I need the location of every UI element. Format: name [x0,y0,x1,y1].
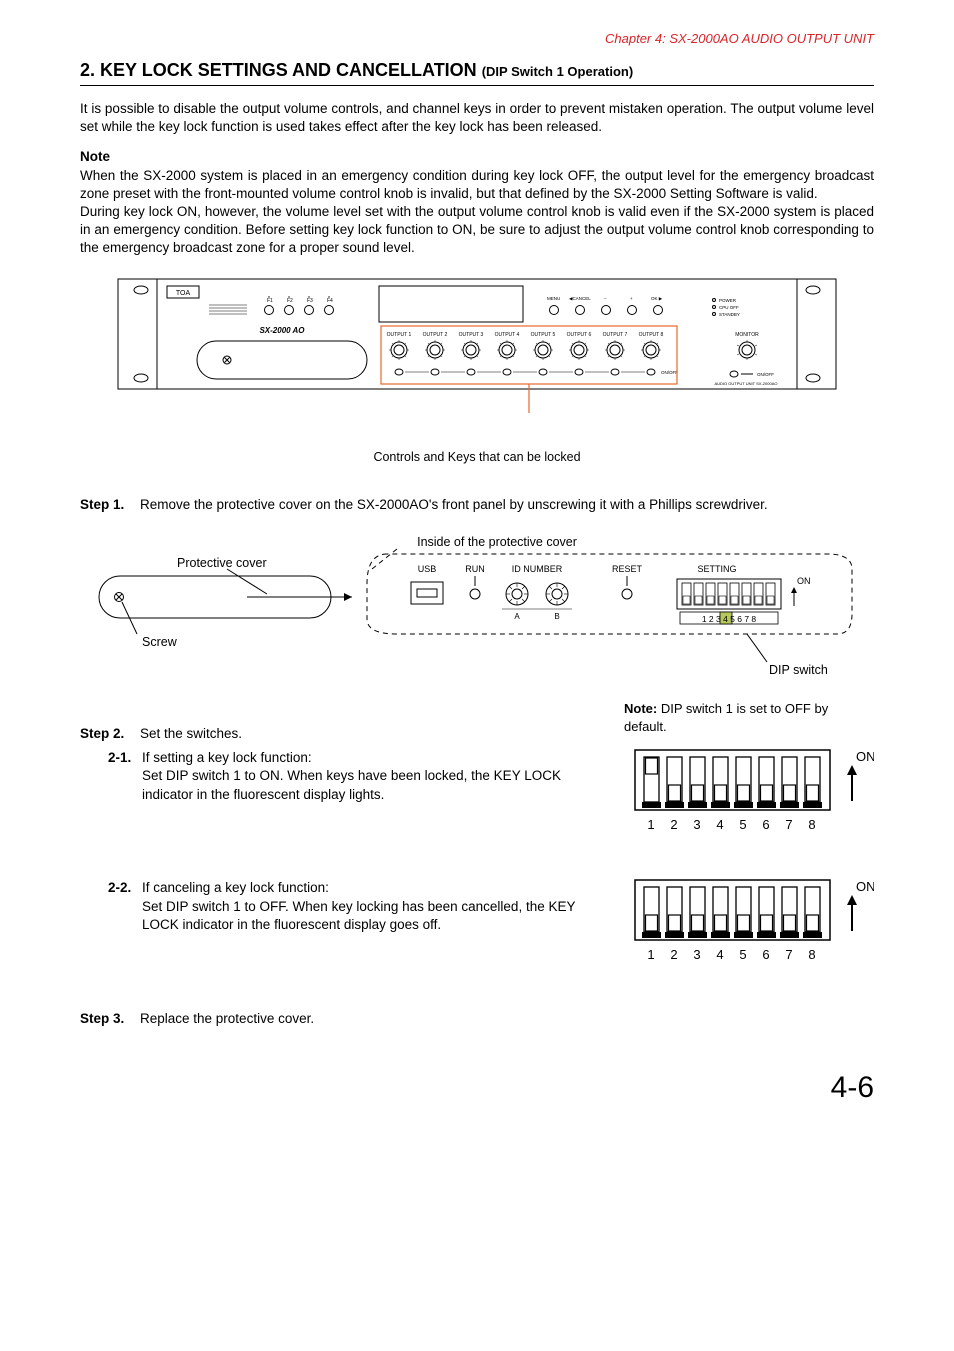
svg-text:RUN: RUN [465,564,485,574]
svg-text:6: 6 [762,947,769,962]
step-2-note: Note: DIP switch 1 is set to OFF by defa… [624,700,874,735]
step-3-body: Replace the protective cover. [140,1010,874,1028]
substep-2-2-body: Set DIP switch 1 to OFF. When key lockin… [142,898,614,934]
protective-cover-label: Protective cover [177,556,267,570]
intro-paragraph: It is possible to disable the output vol… [80,100,874,136]
svg-text:CPU OFF: CPU OFF [719,305,739,310]
step-3: Step 3. Replace the protective cover. [80,1010,874,1028]
svg-text:OK ▶: OK ▶ [651,296,663,301]
svg-text:ON: ON [856,879,874,894]
svg-text:◀CANCEL: ◀CANCEL [569,296,591,301]
step-1: Step 1. Remove the protective cover on t… [80,496,874,514]
step-1-body: Remove the protective cover on the SX-20… [140,496,874,514]
screw-label: Screw [142,635,178,649]
page-title: 2. KEY LOCK SETTINGS AND CANCELLATION (D… [80,58,874,86]
dip-switch-label: DIP switch [769,663,828,677]
svg-text:ON/OFF: ON/OFF [757,372,774,377]
substep-2-1-label: 2-1. [108,749,142,804]
svg-text:OUTPUT 7: OUTPUT 7 [603,332,628,338]
model-label: SX-2000 AO [259,326,305,335]
heading-main: 2. KEY LOCK SETTINGS AND CANCELLATION [80,60,477,80]
svg-text:8: 8 [808,817,815,832]
svg-text:8: 8 [808,947,815,962]
svg-text:5: 5 [739,817,746,832]
dip-switch-off-svg: ON 1 2 3 4 5 6 7 8 [634,879,874,974]
svg-text:ID NUMBER: ID NUMBER [512,564,563,574]
substep-2-2-label: 2-2. [108,879,142,934]
svg-text:OUTPUT 8: OUTPUT 8 [639,332,664,338]
substep-2-2-title: If canceling a key lock function: [142,879,614,897]
step-2-label: Step 2. [80,725,140,743]
svg-text:OUTPUT 2: OUTPUT 2 [423,332,448,338]
svg-text:STANDBY: STANDBY [719,312,740,317]
svg-text:–: – [604,296,607,301]
svg-text:F4: F4 [327,298,333,304]
svg-text:7: 7 [785,947,792,962]
note-para-2: During key lock ON, however, the volume … [80,203,874,258]
svg-text:4: 4 [716,817,723,832]
svg-text:F1: F1 [267,298,273,304]
panel-caption: Controls and Keys that can be locked [80,449,874,466]
note-label: Note [80,148,874,166]
svg-text:POWER: POWER [719,298,737,303]
page-number: 4-6 [80,1068,874,1109]
svg-text:OUTPUT 5: OUTPUT 5 [531,332,556,338]
function-keys: F1 F2 F3 F4 [265,296,334,314]
svg-text:3: 3 [693,947,700,962]
svg-text:2: 2 [670,817,677,832]
svg-text:USB: USB [418,564,437,574]
svg-text:6: 6 [762,817,769,832]
svg-text:4: 4 [716,947,723,962]
step-1-label: Step 1. [80,496,140,514]
svg-text:1: 1 [647,947,654,962]
svg-text:OUTPUT 6: OUTPUT 6 [567,332,592,338]
svg-text:7: 7 [785,817,792,832]
svg-text:ON: ON [856,749,874,764]
svg-text:1: 1 [647,817,654,832]
cover-diagram: Inside of the protective cover Protectiv… [80,534,874,694]
output-knobs: OUTPUT 1 OUTPUT 2 OUTPUT 3 OUTPUT 4 OUTPUT 5… [387,332,679,375]
svg-text:2: 2 [670,947,677,962]
svg-text:F2: F2 [287,298,293,304]
front-panel-diagram: TOA F1 F2 F3 F4 SX-2000 AO MENU ◀CANCEL … [80,278,874,443]
svg-text:RESET: RESET [612,564,643,574]
substep-2-2: 2-2. If canceling a key lock function: S… [108,879,614,934]
heading-sub: (DIP Switch 1 Operation) [482,64,633,79]
svg-text:OUTPUT 3: OUTPUT 3 [459,332,484,338]
svg-text:OUTPUT 1: OUTPUT 1 [387,332,412,338]
svg-text:ON: ON [797,576,811,586]
nav-buttons: MENU ◀CANCEL – + OK ▶ [547,296,663,315]
svg-text:B: B [554,612,559,621]
svg-text:3: 3 [693,817,700,832]
cover-title: Inside of the protective cover [417,535,577,549]
substep-2-1-body: Set DIP switch 1 to ON. When keys have b… [142,767,614,803]
step-3-label: Step 3. [80,1010,140,1028]
substep-2-1: 2-1. If setting a key lock function: Set… [108,749,614,804]
note-para-1: When the SX-2000 system is placed in an … [80,167,874,203]
svg-text:F3: F3 [307,298,313,304]
brand-label: TOA [176,290,191,297]
svg-text:ON/OFF: ON/OFF [661,370,678,375]
svg-text:5: 5 [739,947,746,962]
dip-switch-on-svg: ON 1 2 3 4 5 6 7 8 [634,749,874,844]
svg-text:MENU: MENU [547,296,560,301]
svg-text:+: + [630,296,633,301]
front-panel-svg: TOA F1 F2 F3 F4 SX-2000 AO MENU ◀CANCEL … [117,278,837,438]
svg-text:1 2 3 4 5 6 7 8: 1 2 3 4 5 6 7 8 [702,614,757,624]
svg-text:AUDIO OUTPUT UNIT SX-2000AO: AUDIO OUTPUT UNIT SX-2000AO [715,381,778,386]
svg-text:SETTING: SETTING [697,564,736,574]
step-2-body: Set the switches. [140,725,604,743]
svg-text:OUTPUT 4: OUTPUT 4 [495,332,520,338]
monitor-label: MONITOR [735,332,759,338]
chapter-link: Chapter 4: SX-2000AO AUDIO OUTPUT UNIT [80,30,874,48]
status-leds: POWER CPU OFF STANDBY [713,298,740,317]
note-block: Note When the SX-2000 system is placed i… [80,148,874,257]
substep-2-1-title: If setting a key lock function: [142,749,614,767]
svg-text:A: A [514,612,520,621]
